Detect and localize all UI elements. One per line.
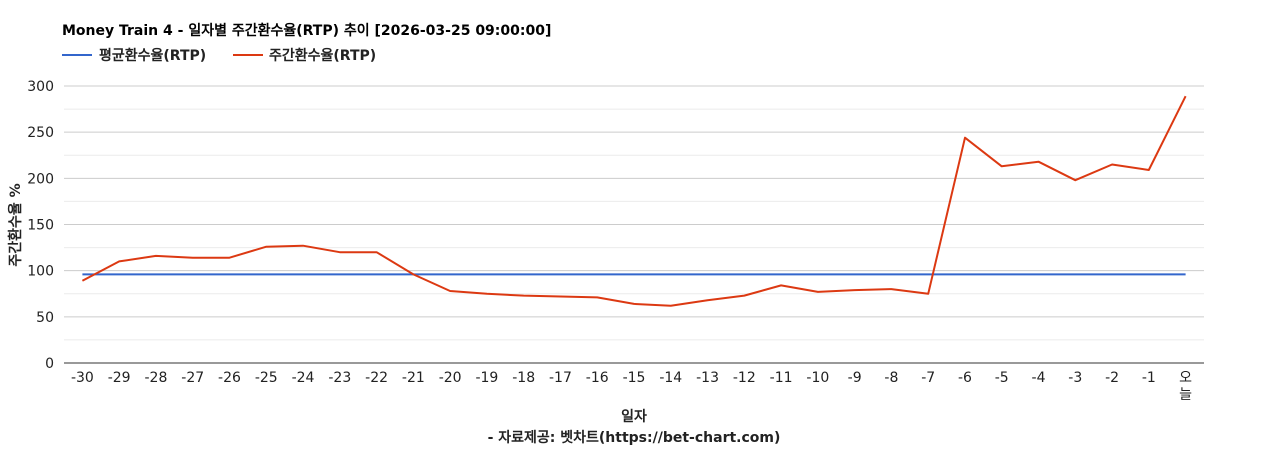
y-tick-label: 200	[27, 171, 54, 187]
x-tick-label: -17	[549, 370, 572, 386]
x-tick-label: -24	[292, 370, 315, 386]
x-tick-label: -27	[181, 370, 204, 386]
x-tick-label: -15	[623, 370, 646, 386]
x-tick-label: -13	[696, 370, 719, 386]
x-tick-label: -7	[921, 370, 935, 386]
x-tick-label: -20	[439, 370, 462, 386]
chart-title: Money Train 4 - 일자별 주간환수율(RTP) 추이 [2026-…	[62, 22, 551, 39]
y-tick-label: 250	[27, 125, 54, 141]
y-tick-label: 300	[27, 79, 54, 95]
x-tick-label: -28	[144, 370, 167, 386]
x-tick-label: -29	[108, 370, 131, 386]
x-tick-label: -18	[512, 370, 535, 386]
x-tick-label: -19	[475, 370, 498, 386]
x-tick-label: -11	[770, 370, 793, 386]
x-tick-label: -16	[586, 370, 609, 386]
y-tick-label: 50	[36, 310, 54, 326]
x-tick-label: -12	[733, 370, 756, 386]
x-tick-label: -26	[218, 370, 241, 386]
x-tick-label: -8	[884, 370, 898, 386]
x-tick-label: -6	[958, 370, 972, 386]
y-tick-label: 100	[27, 264, 54, 280]
gridlines	[64, 85, 1204, 341]
x-axis-title: 일자	[621, 409, 647, 425]
series-lines	[81, 95, 1187, 307]
x-tick-label: -2	[1105, 370, 1119, 386]
x-tick-label: -5	[995, 370, 1009, 386]
x-tick-label: -14	[659, 370, 682, 386]
x-tick-label: -10	[806, 370, 829, 386]
legend-label-average: 평균환수율(RTP)	[99, 47, 206, 64]
series-line-weekly[interactable]	[81, 95, 1187, 307]
y-axis-title: 주간환수율 %	[7, 183, 24, 266]
x-tick-label: -22	[365, 370, 388, 386]
x-tick-label: -23	[328, 370, 351, 386]
y-tick-label: 150	[27, 218, 54, 234]
x-tick-label: -1	[1142, 370, 1156, 386]
legend-item-average[interactable]: 평균환수율(RTP)	[62, 47, 206, 64]
x-tick-label: -25	[255, 370, 278, 386]
legend: 평균환수율(RTP) 주간환수율(RTP)	[62, 47, 376, 64]
x-tick-label: -21	[402, 370, 425, 386]
x-tick-label: -3	[1068, 370, 1082, 386]
source-footer: - 자료제공: 벳차트(https://bet-chart.com)	[488, 429, 781, 446]
x-tick-label: -9	[848, 370, 862, 386]
y-axis-ticks: 300 250 200 150 100 50 0	[27, 79, 54, 372]
x-tick-label: -4	[1032, 370, 1046, 386]
legend-item-weekly[interactable]: 주간환수율(RTP)	[233, 47, 376, 64]
x-axis-ticks: -30 -29 -28 -27 -26 -25 -24 -23 -22 -21 -20 -19 -18-…	[71, 370, 1192, 403]
legend-label-weekly: 주간환수율(RTP)	[269, 47, 376, 64]
y-tick-label: 0	[45, 356, 54, 372]
x-tick-label: -30	[71, 370, 94, 386]
